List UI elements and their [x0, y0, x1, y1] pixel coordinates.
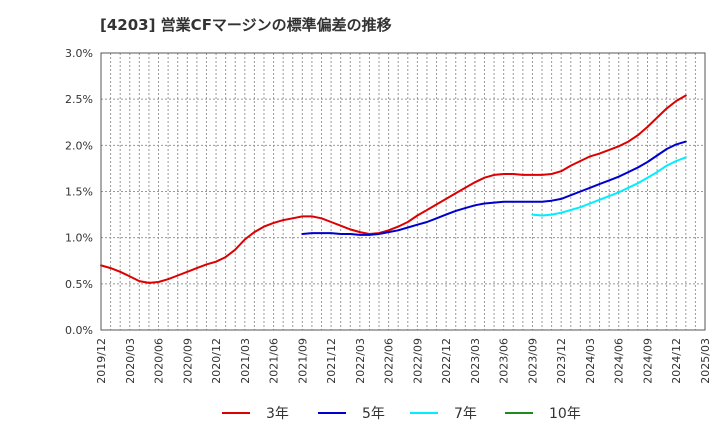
legend-label-3: 7年 — [454, 406, 477, 422]
x-tick-label: 2021/12 — [325, 338, 338, 384]
x-tick-label: 2020/12 — [210, 338, 223, 384]
x-tick-label: 2019/12 — [95, 338, 108, 384]
x-tick-label: 2025/03 — [699, 338, 712, 384]
x-tick-label: 2023/03 — [469, 338, 482, 384]
grid — [101, 53, 705, 330]
x-tick-label: 2024/03 — [584, 338, 597, 384]
y-tick-label: 3.0% — [65, 47, 93, 60]
x-tick-label: 2022/09 — [411, 338, 424, 384]
y-axis: 0.0% 0.5% 1.0% 1.5% 2.0% 2.5% 3.0% — [65, 47, 93, 337]
series-line-1 — [100, 94, 687, 284]
plot-frame — [100, 52, 706, 331]
y-tick-label: 0.5% — [65, 278, 93, 291]
x-tick-label: 2022/03 — [354, 338, 367, 384]
x-tick-label: 2020/09 — [181, 338, 194, 384]
y-tick-label: 2.5% — [65, 93, 93, 106]
x-axis: 2019/12 2020/03 2020/06 2020/09 2020/12 2021/… — [95, 338, 712, 384]
x-tick-label: 2021/09 — [296, 338, 309, 384]
x-tick-label: 2024/06 — [613, 338, 626, 384]
y-tick-label: 2.0% — [65, 139, 93, 152]
legend-label-2: 5年 — [362, 406, 385, 422]
x-tick-label: 2022/06 — [383, 338, 396, 384]
x-tick-label: 2021/03 — [239, 338, 252, 384]
x-tick-label: 2020/06 — [153, 338, 166, 384]
x-tick-label: 2024/09 — [641, 338, 654, 384]
legend-label-1: 3年 — [266, 406, 289, 422]
x-tick-label: 2023/12 — [555, 338, 568, 384]
x-tick-label: 2024/12 — [670, 338, 683, 384]
x-tick-label: 2022/12 — [440, 338, 453, 384]
y-tick-label: 0.0% — [65, 324, 93, 337]
chart-title: [4203] 営業CFマージンの標準偏差の推移 — [100, 16, 392, 34]
x-tick-label: 2020/03 — [124, 338, 137, 384]
series-line-3 — [531, 156, 687, 217]
y-tick-label: 1.0% — [65, 232, 93, 245]
series-line-2 — [301, 140, 687, 236]
x-tick-label: 2023/09 — [526, 338, 539, 384]
x-tick-label: 2021/06 — [268, 338, 281, 384]
legend: 3年 5年 7年 10年 — [222, 406, 581, 422]
x-tick-label: 2023/06 — [498, 338, 511, 384]
series-lines — [100, 94, 687, 284]
y-tick-label: 1.5% — [65, 186, 93, 199]
legend-label-4: 10年 — [549, 406, 581, 422]
